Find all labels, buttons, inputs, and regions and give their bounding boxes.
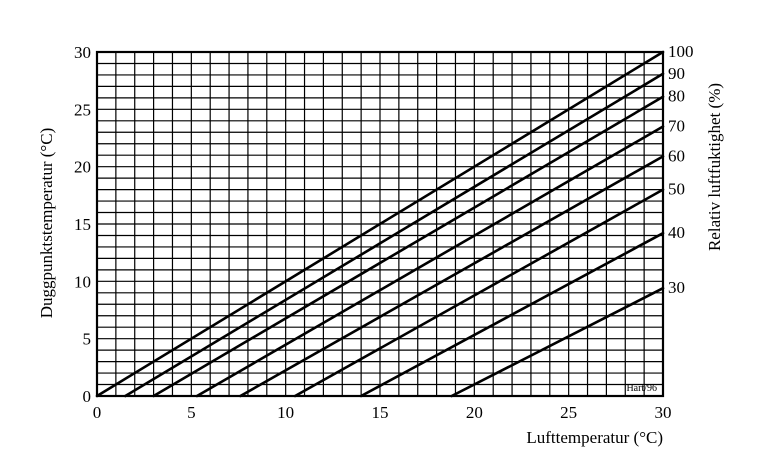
y-tick-label: 15 <box>74 215 91 234</box>
series-line-50 <box>293 188 665 398</box>
x-tick-label: 5 <box>187 403 196 422</box>
x-tick-label: 30 <box>655 403 672 422</box>
y-tick-label: 10 <box>74 272 91 291</box>
y-tick-labels: 0 5 10 15 20 25 30 <box>74 43 91 406</box>
x-tick-label: 10 <box>277 403 294 422</box>
humidity-label-50: 50 <box>668 180 685 199</box>
humidity-label-90: 90 <box>668 64 685 83</box>
y-axis-title: Duggpunktstemperatur (°C) <box>37 128 56 318</box>
series-line-100 <box>95 50 665 398</box>
x-tick-label: 0 <box>93 403 102 422</box>
humidity-label-30: 30 <box>668 278 685 297</box>
humidity-label-40: 40 <box>668 223 685 242</box>
y-tick-label: 20 <box>74 158 91 177</box>
y-tick-label: 5 <box>83 330 92 349</box>
credit-label: Hart/96 <box>626 383 657 394</box>
y-tick-label: 25 <box>74 100 91 119</box>
x-tick-label: 20 <box>466 403 483 422</box>
x-tick-label: 25 <box>560 403 577 422</box>
humidity-label-60: 60 <box>668 146 685 165</box>
humidity-label-80: 80 <box>668 87 685 106</box>
y-tick-label: 30 <box>74 43 91 62</box>
plot-frame <box>95 50 665 398</box>
series-line-90 <box>124 72 665 398</box>
humidity-label-100: 100 <box>668 42 694 61</box>
right-axis-title: Relativ luftfuktighet (%) <box>705 83 724 251</box>
series-line-80 <box>152 95 665 398</box>
series-line-30 <box>450 286 665 398</box>
series-line-60 <box>239 155 665 398</box>
series-line-70 <box>195 125 665 398</box>
grid <box>97 52 663 396</box>
humidity-label-70: 70 <box>668 117 685 136</box>
y-tick-label: 0 <box>83 387 92 406</box>
humidity-labels: 100 90 80 70 60 50 40 30 <box>668 42 694 297</box>
series-lines <box>95 50 665 398</box>
series-line-40 <box>359 231 665 398</box>
x-axis-title: Lufttemperatur (°C) <box>526 428 663 447</box>
x-tick-label: 15 <box>372 403 389 422</box>
x-tick-labels: 0 5 10 15 20 25 30 <box>93 403 672 422</box>
